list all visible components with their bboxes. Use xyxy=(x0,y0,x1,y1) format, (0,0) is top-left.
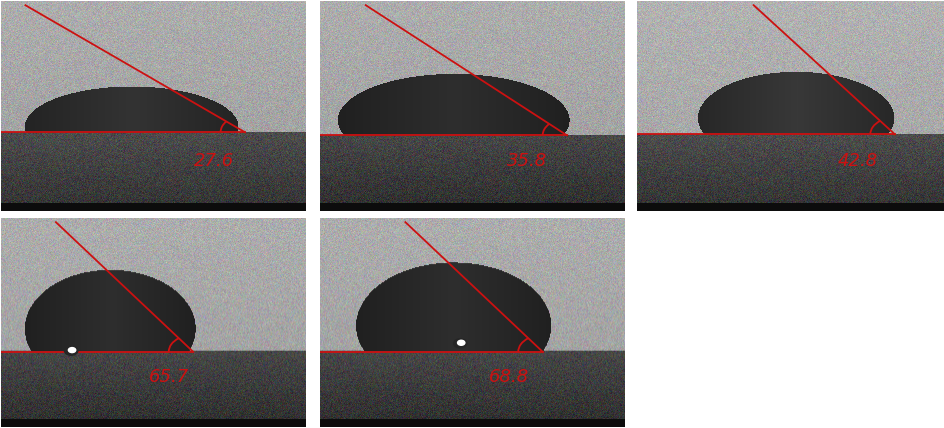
Text: 27.6: 27.6 xyxy=(194,152,234,169)
Text: 65.7: 65.7 xyxy=(148,368,189,386)
Circle shape xyxy=(68,348,76,353)
Circle shape xyxy=(64,346,77,355)
Text: 68.8: 68.8 xyxy=(488,368,529,386)
Circle shape xyxy=(457,340,464,345)
Text: 42.8: 42.8 xyxy=(837,152,877,169)
Circle shape xyxy=(453,339,466,348)
Text: 35.8: 35.8 xyxy=(507,152,547,169)
